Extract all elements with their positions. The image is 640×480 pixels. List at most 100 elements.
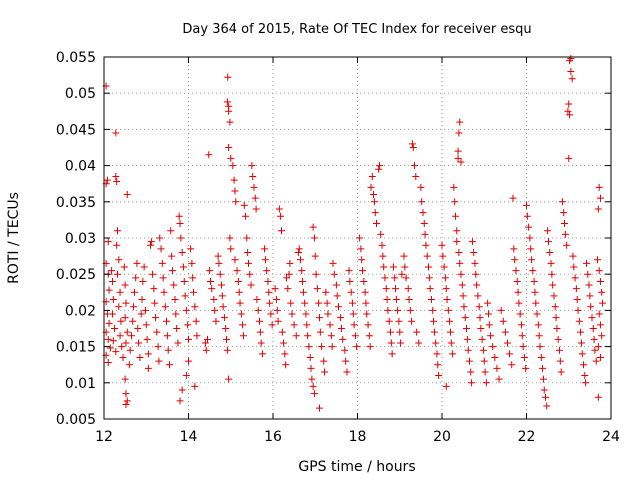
data-point: [380, 263, 388, 271]
data-point: [140, 263, 148, 271]
data-point: [165, 361, 173, 369]
data-point: [125, 361, 133, 369]
data-point: [190, 288, 198, 296]
data-point: [283, 274, 291, 282]
data-point: [348, 299, 356, 307]
data-point: [484, 310, 492, 318]
data-point: [193, 332, 201, 340]
data-point: [595, 310, 603, 318]
data-point: [154, 343, 162, 351]
data-point: [375, 162, 383, 170]
data-point: [540, 386, 548, 394]
data-point: [458, 281, 466, 289]
data-point: [156, 234, 164, 242]
data-point: [370, 198, 378, 206]
data-point: [446, 328, 454, 336]
data-point: [536, 343, 544, 351]
data-point: [271, 285, 279, 293]
data-point: [402, 274, 410, 282]
data-point: [478, 335, 486, 343]
data-point: [564, 107, 572, 115]
data-point: [465, 357, 473, 365]
axis-ticks: [103, 56, 612, 420]
data-point: [537, 353, 545, 361]
data-point: [214, 252, 222, 260]
data-point: [370, 191, 378, 199]
data-point: [386, 328, 394, 336]
data-point: [391, 274, 399, 282]
data-point: [230, 176, 238, 184]
data-point: [108, 267, 116, 275]
data-point: [188, 259, 196, 267]
data-point: [287, 299, 295, 307]
data-point: [220, 314, 228, 322]
data-point: [479, 346, 487, 354]
data-point: [532, 299, 540, 307]
data-point: [223, 335, 231, 343]
data-point: [575, 317, 583, 325]
x-tick-label: 24: [602, 429, 620, 445]
data-point: [388, 350, 396, 358]
data-point: [457, 270, 465, 278]
data-point: [142, 321, 150, 329]
data-point: [296, 256, 304, 264]
data-point: [468, 379, 476, 387]
data-point: [595, 267, 603, 275]
x-tick-label: 20: [433, 429, 451, 445]
data-point: [225, 144, 233, 151]
data-point: [551, 303, 559, 311]
data-point: [375, 165, 383, 173]
data-point: [553, 325, 561, 332]
data-point: [120, 263, 128, 271]
data-point: [226, 234, 234, 242]
data-point: [585, 281, 593, 289]
x-tick-label: 14: [180, 429, 198, 445]
data-point: [185, 357, 192, 365]
data-point: [554, 335, 562, 343]
data-point: [215, 259, 223, 267]
data-point: [421, 230, 429, 238]
data-point: [281, 350, 289, 358]
data-point: [115, 256, 123, 264]
data-point: [501, 328, 509, 336]
data-point: [358, 256, 366, 264]
data-point: [321, 368, 329, 376]
data-point: [546, 248, 554, 256]
data-point: [229, 162, 237, 170]
data-point: [404, 285, 412, 293]
data-point: [224, 73, 232, 81]
data-point: [555, 346, 563, 354]
data-point: [503, 339, 511, 347]
data-point: [231, 187, 239, 195]
data-point: [216, 270, 224, 278]
data-point: [112, 172, 120, 180]
data-point: [595, 183, 603, 191]
data-point: [158, 259, 166, 267]
data-point: [218, 292, 226, 300]
data-point: [467, 368, 475, 376]
data-point: [543, 402, 551, 410]
data-point: [423, 252, 431, 260]
data-point: [306, 353, 314, 361]
data-point: [468, 238, 476, 246]
data-point: [211, 306, 219, 314]
data-point: [223, 98, 231, 106]
data-point: [265, 288, 273, 296]
data-point: [493, 364, 501, 372]
data-point: [371, 209, 379, 217]
data-point: [222, 325, 230, 332]
data-point: [182, 372, 190, 380]
data-point: [225, 375, 233, 383]
data-point: [164, 346, 172, 354]
x-tick-label: 12: [95, 429, 113, 445]
data-point: [589, 325, 597, 332]
data-point: [444, 306, 452, 314]
data-point: [384, 306, 392, 314]
data-point: [533, 310, 541, 318]
data-point: [295, 245, 303, 253]
data-point: [251, 194, 259, 202]
data-point: [342, 357, 350, 365]
data-point: [549, 281, 557, 289]
data-point: [130, 303, 138, 311]
data-point: [454, 147, 462, 155]
